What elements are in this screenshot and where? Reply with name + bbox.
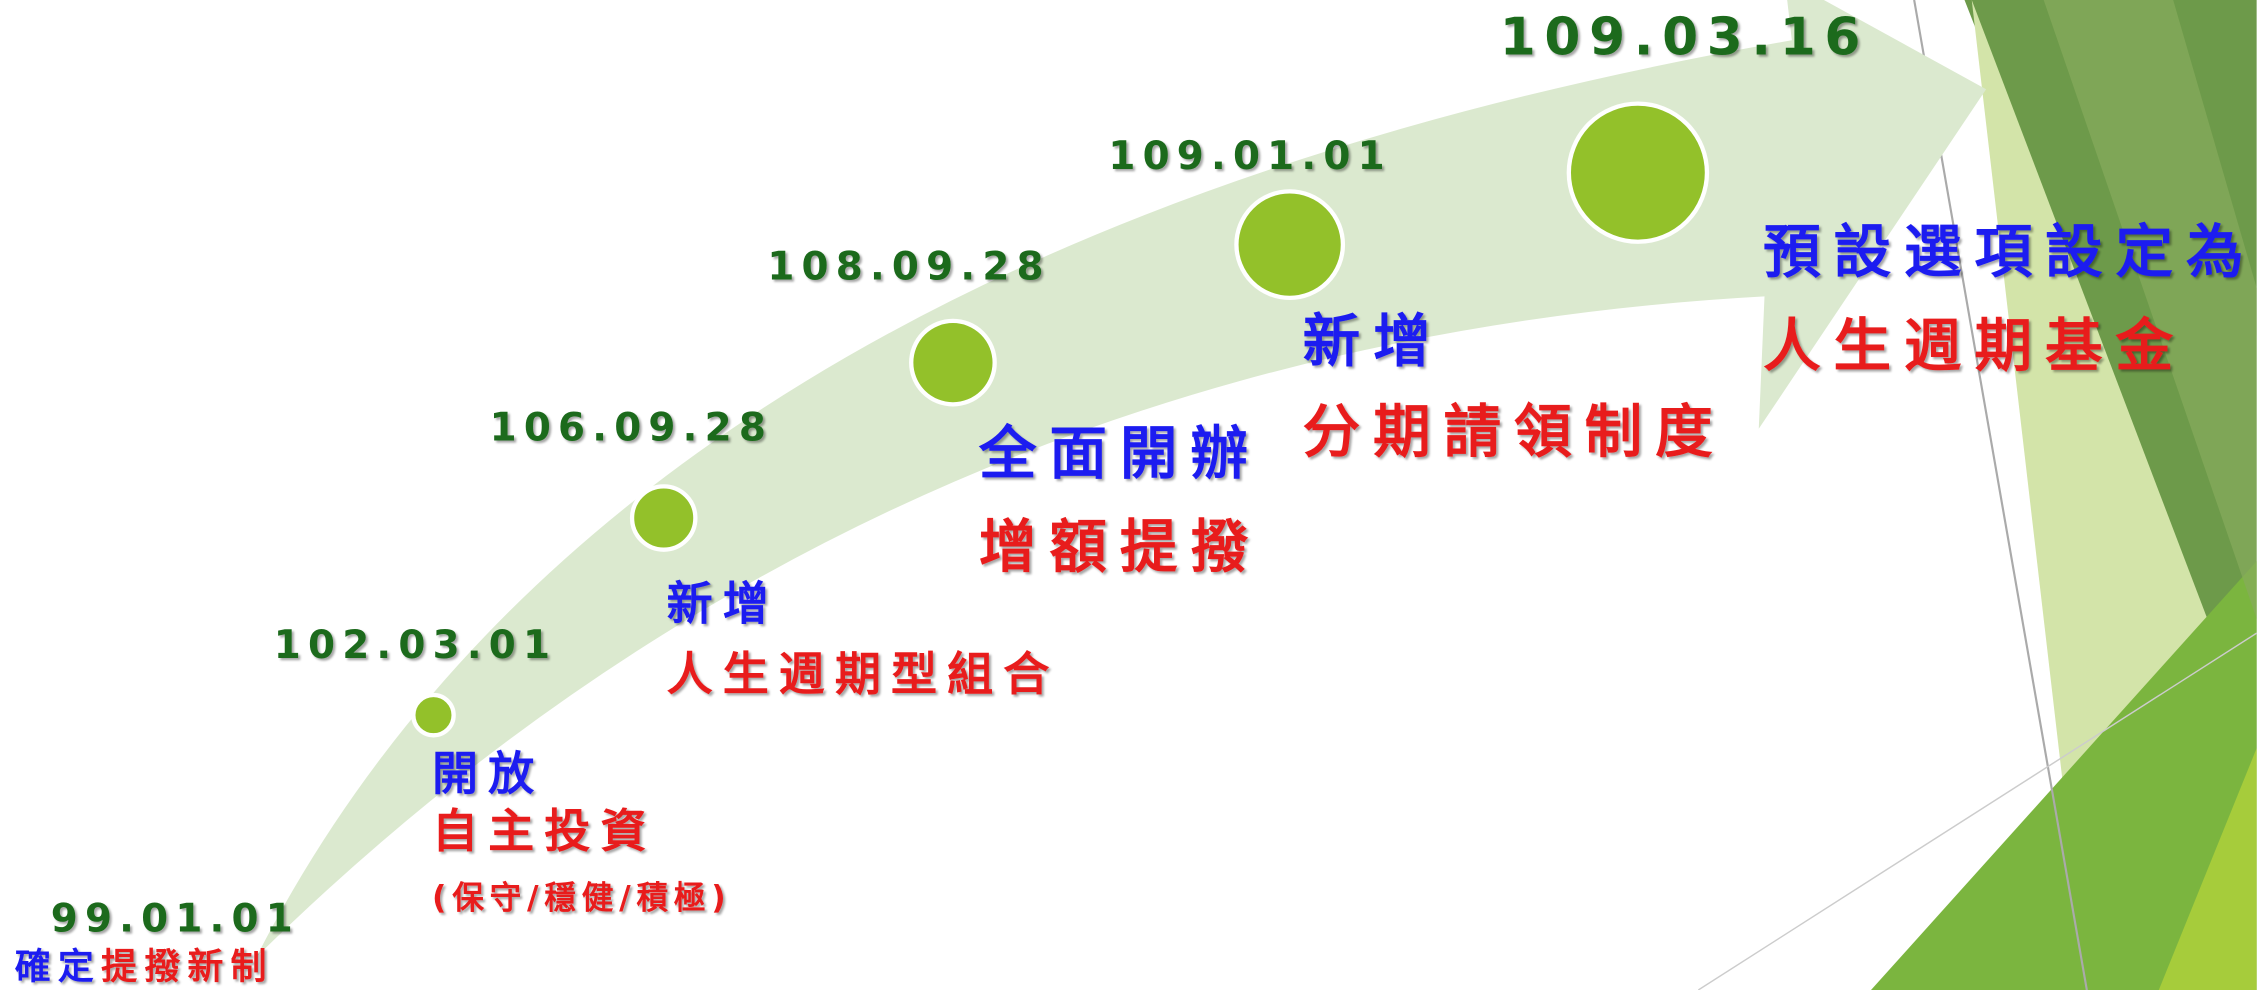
detail: 自主投資 [432, 804, 656, 858]
action: 新增 [1303, 308, 1444, 375]
date: 108.09.28 [767, 245, 1050, 290]
action: 全面開辦 [978, 420, 1261, 487]
label: 確定提撥新制 [15, 946, 274, 987]
detail: 分期請領制度 [1303, 399, 1726, 466]
dot [911, 321, 994, 404]
dot [1236, 191, 1342, 297]
action: 確定 [15, 946, 101, 987]
detail: 提撥新制 [101, 946, 274, 987]
dot [1569, 104, 1707, 242]
action: 預設選項設定為 [1763, 219, 2256, 286]
note: (保守/穩健/積極) [432, 879, 731, 916]
date: 106.09.28 [490, 406, 773, 451]
detail: 人生週期基金 [1763, 312, 2186, 379]
dot [413, 695, 453, 735]
date: 109.03.16 [1500, 7, 1869, 67]
dot [632, 486, 695, 549]
timeline-slide: 99.01.01 102.03.01 106.09.28 108.09.28 1… [0, 0, 2257, 990]
action: 新增 [667, 577, 779, 631]
action: 開放 [432, 747, 544, 801]
date: 99.01.01 [51, 896, 300, 941]
date: 109.01.01 [1108, 134, 1391, 179]
detail: 增額提撥 [979, 514, 1261, 581]
detail: 人生週期型組合 [667, 647, 1060, 701]
date: 102.03.01 [274, 623, 557, 668]
